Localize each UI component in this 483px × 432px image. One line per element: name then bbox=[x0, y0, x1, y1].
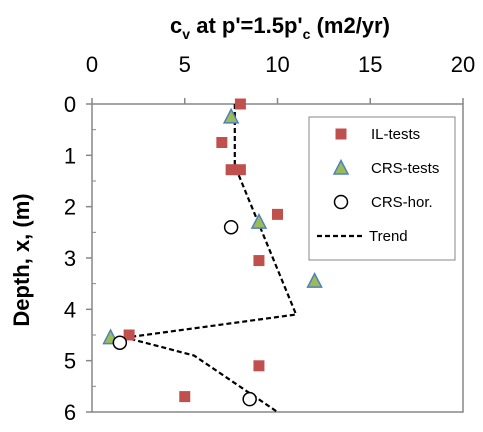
legend-label: CRS-tests bbox=[371, 160, 439, 177]
y-ticks: 0 1 2 3 4 5 6 bbox=[64, 92, 96, 425]
y-tick-label: 6 bbox=[64, 400, 76, 425]
chart-title: cv at p'=1.5p'c (m2/yr) bbox=[170, 13, 390, 42]
crs-tests-point bbox=[250, 212, 268, 229]
x-tick-label: 15 bbox=[358, 52, 382, 77]
il-tests-point bbox=[123, 329, 135, 341]
il-tests-point bbox=[225, 164, 237, 176]
il-tests-point bbox=[234, 98, 246, 110]
legend-items: IL-tests CRS-tests CRS-hor. Trend bbox=[317, 126, 439, 245]
x-tick-label: 5 bbox=[179, 52, 191, 77]
legend-label: CRS-hor. bbox=[371, 194, 433, 211]
x-ticks: 0 5 10 15 20 bbox=[86, 52, 475, 104]
trend-layer bbox=[125, 104, 298, 413]
il-tests-point bbox=[253, 255, 265, 267]
crs-tests-point bbox=[222, 107, 240, 124]
legend: IL-tests CRS-tests CRS-hor. Trend bbox=[308, 116, 456, 261]
il-tests-point bbox=[179, 391, 191, 403]
x-tick-label: 0 bbox=[86, 52, 98, 77]
title-sub: v bbox=[182, 26, 190, 42]
y-tick-label: 5 bbox=[64, 349, 76, 374]
title-main: c bbox=[170, 13, 182, 38]
il-tests-point bbox=[216, 137, 228, 148]
y-tick-label: 4 bbox=[64, 297, 76, 322]
y-tick-label: 0 bbox=[64, 92, 76, 117]
crs-hor-point bbox=[112, 335, 128, 350]
points-layer bbox=[102, 98, 323, 407]
legend-label: Trend bbox=[369, 228, 408, 245]
title-tail: (m2/yr) bbox=[310, 13, 389, 38]
y-tick-label: 2 bbox=[64, 195, 76, 220]
crs-hor-point bbox=[223, 219, 239, 235]
y-tick-label: 1 bbox=[64, 143, 76, 168]
il-tests-point bbox=[272, 208, 283, 220]
legend-label: IL-tests bbox=[371, 126, 420, 143]
y-axis-label: Depth, x, (m) bbox=[9, 193, 34, 326]
il-tests-point bbox=[253, 360, 265, 372]
y-tick-label: 3 bbox=[64, 246, 76, 271]
trend-line bbox=[125, 104, 298, 413]
crs-hor-point bbox=[242, 391, 257, 407]
x-tick-label: 20 bbox=[451, 52, 475, 77]
title-middle: at p'=1.5p' bbox=[190, 13, 303, 38]
legend-swatch bbox=[335, 128, 347, 140]
il-tests-point bbox=[234, 164, 246, 176]
title-sub2: c bbox=[303, 26, 311, 42]
legend-swatch bbox=[332, 158, 350, 175]
x-tick-label: 10 bbox=[265, 52, 289, 77]
legend-swatch bbox=[333, 194, 349, 210]
crs-tests-point bbox=[306, 271, 323, 288]
